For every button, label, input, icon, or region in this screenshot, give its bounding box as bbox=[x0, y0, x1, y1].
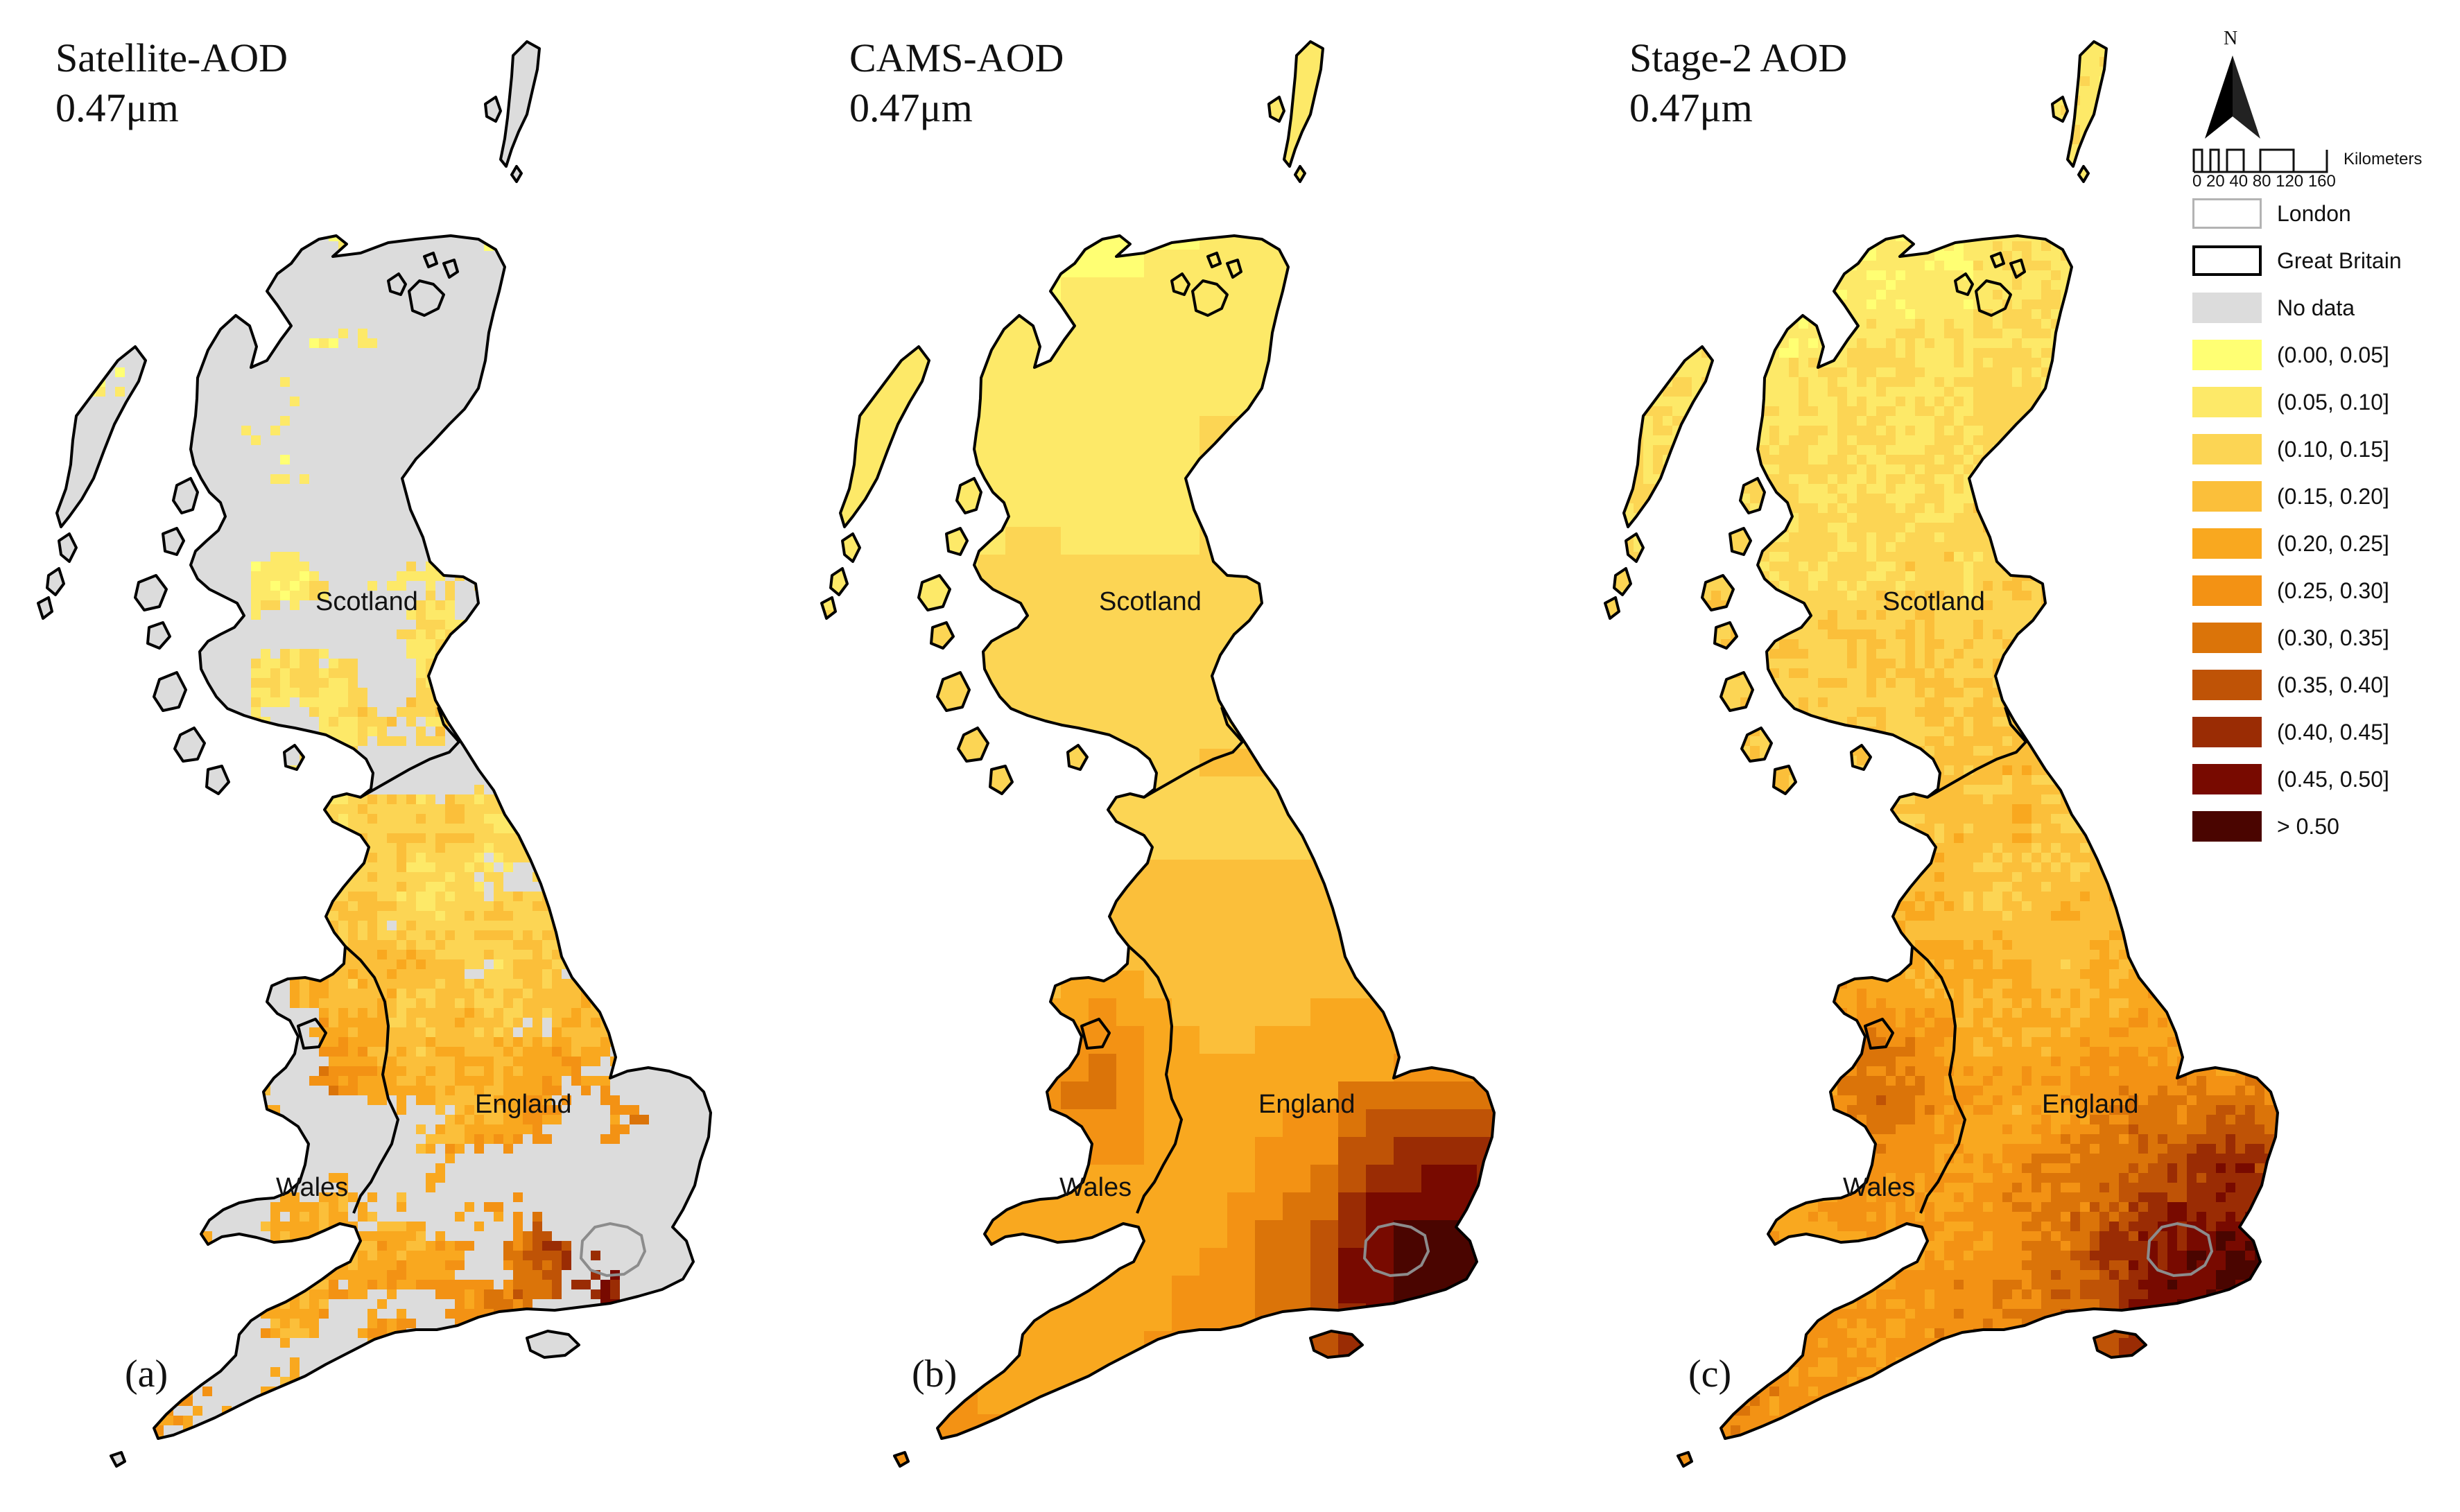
panel-title-line1: Stage-2 AOD bbox=[1629, 33, 1847, 83]
legend-label: (0.35, 0.40] bbox=[2277, 672, 2389, 698]
panel-label: (b) bbox=[912, 1352, 957, 1396]
legend-label: (0.05, 0.10] bbox=[2277, 390, 2389, 415]
north-label: N bbox=[2224, 28, 2237, 50]
legend-label: (0.10, 0.15] bbox=[2277, 437, 2389, 462]
legend-item-class: (0.45, 0.50] bbox=[2192, 760, 2456, 799]
legend-item-class: > 0.50 bbox=[2192, 807, 2456, 846]
legend-item-class: (0.10, 0.15] bbox=[2192, 430, 2456, 469]
panel-label: (c) bbox=[1688, 1352, 1731, 1396]
legend-swatch bbox=[2192, 528, 2262, 559]
scale-unit: Kilometers bbox=[2344, 150, 2422, 169]
gb-map: Scotland England Wales bbox=[37, 40, 712, 1468]
region-label-wales: Wales bbox=[1843, 1173, 1915, 1202]
legend-label: London bbox=[2277, 201, 2351, 227]
legend-label: (0.15, 0.20] bbox=[2277, 484, 2389, 510]
region-label-england: England bbox=[2042, 1090, 2138, 1119]
legend-label: Great Britain bbox=[2277, 248, 2402, 274]
legend: N Kilometers 0 20 40 80 120 160 London Gr… bbox=[2191, 21, 2454, 887]
legend-label: No data bbox=[2277, 295, 2355, 321]
legend-item-boundary: Great Britain bbox=[2192, 241, 2456, 280]
legend-swatch bbox=[2192, 293, 2262, 323]
region-label-wales: Wales bbox=[276, 1173, 348, 1202]
north-arrow-icon bbox=[2205, 55, 2260, 139]
legend-label: > 0.50 bbox=[2277, 814, 2339, 840]
legend-label: (0.20, 0.25] bbox=[2277, 531, 2389, 557]
panel-satellite-aod: Satellite-AOD 0.47μm Scotland England Wale… bbox=[0, 0, 790, 1512]
london-boundary bbox=[2146, 1222, 2214, 1278]
legend-item-class: (0.15, 0.20] bbox=[2192, 477, 2456, 516]
panel-title-line2: 0.47μm bbox=[849, 83, 1064, 133]
legend-swatch bbox=[2192, 764, 2262, 794]
panel-title: Stage-2 AOD 0.47μm bbox=[1629, 33, 1847, 133]
legend-swatch bbox=[2192, 245, 2262, 276]
region-label-england: England bbox=[1258, 1090, 1355, 1119]
legend-item-nodata: No data bbox=[2192, 288, 2456, 327]
legend-item-class: (0.40, 0.45] bbox=[2192, 713, 2456, 751]
region-label-scotland: Scotland bbox=[1099, 587, 1202, 616]
aod-raster bbox=[822, 42, 1494, 1466]
panel-title-line1: CAMS-AOD bbox=[849, 33, 1064, 83]
great-britain-outline bbox=[820, 40, 1496, 1468]
london-boundary bbox=[579, 1222, 647, 1278]
legend-swatch bbox=[2192, 481, 2262, 512]
legend-swatch bbox=[2192, 387, 2262, 417]
great-britain-outline bbox=[1604, 40, 2279, 1468]
region-label-england: England bbox=[475, 1090, 571, 1119]
great-britain-outline bbox=[37, 40, 712, 1468]
legend-item-class: (0.00, 0.05] bbox=[2192, 336, 2456, 374]
scale-bar-icon bbox=[2192, 148, 2328, 173]
panel-title: CAMS-AOD 0.47μm bbox=[849, 33, 1064, 133]
legend-label: (0.30, 0.35] bbox=[2277, 625, 2389, 651]
panel-title-line1: Satellite-AOD bbox=[55, 33, 288, 83]
legend-swatch bbox=[2192, 575, 2262, 606]
legend-item-class: (0.25, 0.30] bbox=[2192, 571, 2456, 610]
region-label-wales: Wales bbox=[1059, 1173, 1132, 1202]
legend-swatch bbox=[2192, 434, 2262, 464]
scale-ticks: 0 20 40 80 120 160 bbox=[2192, 172, 2336, 191]
panel-title-line2: 0.47μm bbox=[1629, 83, 1847, 133]
legend-item-class: (0.30, 0.35] bbox=[2192, 618, 2456, 657]
legend-label: (0.45, 0.50] bbox=[2277, 767, 2389, 792]
panel-title: Satellite-AOD 0.47μm bbox=[55, 33, 288, 133]
legend-label: (0.40, 0.45] bbox=[2277, 720, 2389, 745]
gb-map: Scotland England Wales bbox=[1604, 40, 2279, 1468]
legend-swatch bbox=[2192, 670, 2262, 700]
legend-item-class: (0.20, 0.25] bbox=[2192, 524, 2456, 563]
legend-swatch bbox=[2192, 340, 2262, 370]
gb-map: Scotland England Wales bbox=[820, 40, 1496, 1468]
region-label-scotland: Scotland bbox=[315, 587, 418, 616]
panel-stage2-aod: Stage-2 AOD 0.47μm Scotland England Wales … bbox=[1567, 0, 2357, 1512]
legend-item-class: (0.05, 0.10] bbox=[2192, 383, 2456, 422]
legend-swatch bbox=[2192, 717, 2262, 747]
legend-item-boundary: London bbox=[2192, 194, 2456, 233]
legend-label: (0.25, 0.30] bbox=[2277, 578, 2389, 604]
region-label-scotland: Scotland bbox=[1882, 587, 1985, 616]
london-boundary bbox=[1362, 1222, 1430, 1278]
legend-swatch bbox=[2192, 623, 2262, 653]
legend-label: (0.00, 0.05] bbox=[2277, 342, 2389, 368]
panel-label: (a) bbox=[125, 1352, 168, 1396]
panel-title-line2: 0.47μm bbox=[55, 83, 288, 133]
legend-swatch bbox=[2192, 811, 2262, 842]
panel-cams-aod: CAMS-AOD 0.47μm Scotland England Wales (b) bbox=[783, 0, 1574, 1512]
legend-item-class: (0.35, 0.40] bbox=[2192, 666, 2456, 704]
legend-swatch bbox=[2192, 198, 2262, 229]
